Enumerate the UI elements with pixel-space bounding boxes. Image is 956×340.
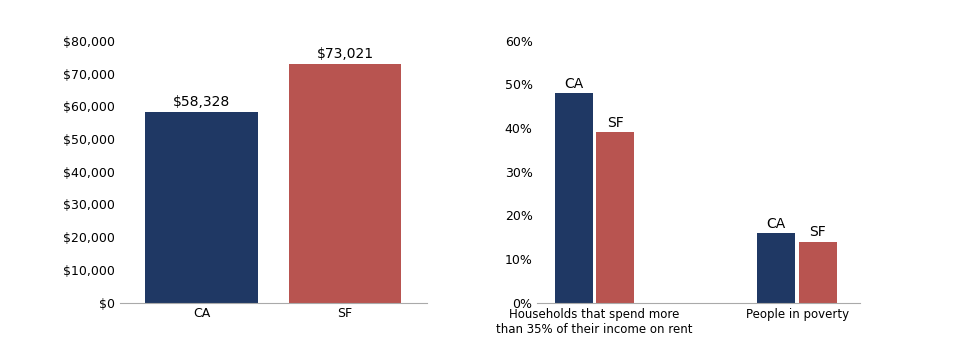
Bar xyxy=(597,132,635,303)
Bar xyxy=(799,241,836,303)
Text: $58,328: $58,328 xyxy=(173,96,230,109)
Text: CA: CA xyxy=(767,217,786,231)
Bar xyxy=(145,112,258,303)
Bar xyxy=(757,233,795,303)
Bar xyxy=(289,64,402,303)
Text: SF: SF xyxy=(607,116,623,130)
Text: $73,021: $73,021 xyxy=(316,47,374,61)
Text: CA: CA xyxy=(564,77,583,91)
Text: SF: SF xyxy=(810,225,826,239)
Bar xyxy=(554,93,593,303)
